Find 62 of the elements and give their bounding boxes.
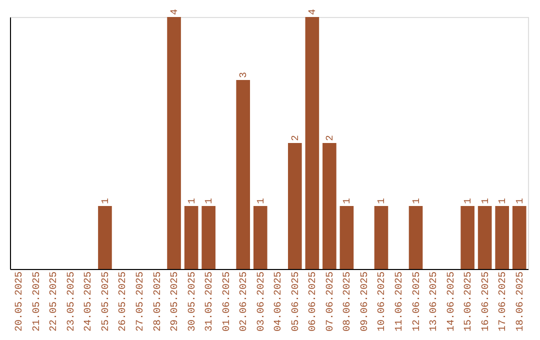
x-tick-label: 06.06.2025	[308, 272, 320, 332]
x-tick-label: 07.06.2025	[325, 272, 336, 332]
x-tick-label: 22.05.2025	[49, 272, 60, 332]
x-tick-label: 31.05.2025	[204, 272, 216, 332]
bar	[460, 206, 474, 269]
data-label: 2	[325, 134, 336, 141]
data-label: 1	[342, 198, 354, 204]
x-tick-label: 04.06.2025	[274, 272, 285, 332]
x-tick-label: 05.06.2025	[290, 272, 302, 332]
x-tick-label: 08.06.2025	[342, 272, 354, 332]
bar	[512, 206, 526, 269]
x-tick-label: 27.05.2025	[136, 272, 146, 332]
bar	[322, 143, 336, 269]
x-tick-label: 02.06.2025	[239, 272, 250, 332]
bar	[253, 206, 268, 269]
x-tick-label: 10.06.2025	[377, 272, 388, 332]
x-tick-label: 30.05.2025	[187, 272, 198, 332]
bar	[374, 206, 388, 269]
x-tick-label: 24.05.2025	[84, 272, 95, 332]
data-label: 1	[256, 198, 268, 204]
x-tick-label: 16.06.2025	[480, 272, 492, 332]
bar	[184, 206, 198, 269]
data-label: 1	[100, 198, 112, 204]
data-label: 1	[412, 198, 423, 204]
data-label: 1	[377, 198, 388, 204]
x-tick-label: 11.06.2025	[394, 272, 406, 332]
bar	[167, 17, 181, 269]
data-label: 1	[480, 198, 492, 204]
bar	[495, 206, 510, 269]
data-label: 4	[308, 8, 320, 15]
x-tick-label: 23.05.2025	[66, 272, 78, 332]
data-label: 1	[187, 198, 198, 204]
bar	[202, 206, 216, 269]
x-tick-label: 14.06.2025	[446, 272, 458, 332]
data-label: 1	[204, 198, 216, 204]
bar	[288, 143, 302, 269]
bar	[236, 80, 250, 269]
data-label: 4	[170, 8, 182, 15]
x-tick-label: 01.06.2025	[222, 272, 233, 332]
x-tick-label: 09.06.2025	[360, 272, 371, 332]
bar	[478, 206, 492, 269]
x-tick-label: 29.05.2025	[170, 272, 182, 332]
data-label: 1	[515, 198, 526, 204]
x-tick-label: 15.06.2025	[464, 272, 475, 332]
x-tick-label: 03.06.2025	[256, 272, 268, 332]
data-label: 1	[464, 198, 475, 204]
bar	[408, 206, 423, 269]
x-tick-label: 21.05.2025	[32, 272, 43, 332]
x-tick-label: 20.05.2025	[14, 272, 26, 332]
bar	[340, 206, 354, 269]
x-tick-label: 26.05.2025	[118, 272, 130, 332]
x-tick-label: 13.06.2025	[429, 272, 440, 332]
bar	[98, 206, 112, 269]
data-label: 2	[290, 134, 302, 141]
bar	[305, 17, 320, 269]
data-label: 3	[239, 72, 250, 78]
x-tick-label: 12.06.2025	[412, 272, 423, 332]
x-tick-label: 18.06.2025	[515, 272, 526, 332]
x-tick-label: 28.05.2025	[152, 272, 164, 332]
x-tick-label: 17.06.2025	[498, 272, 510, 332]
data-label: 1	[498, 198, 510, 204]
x-tick-label: 25.05.2025	[100, 272, 112, 332]
